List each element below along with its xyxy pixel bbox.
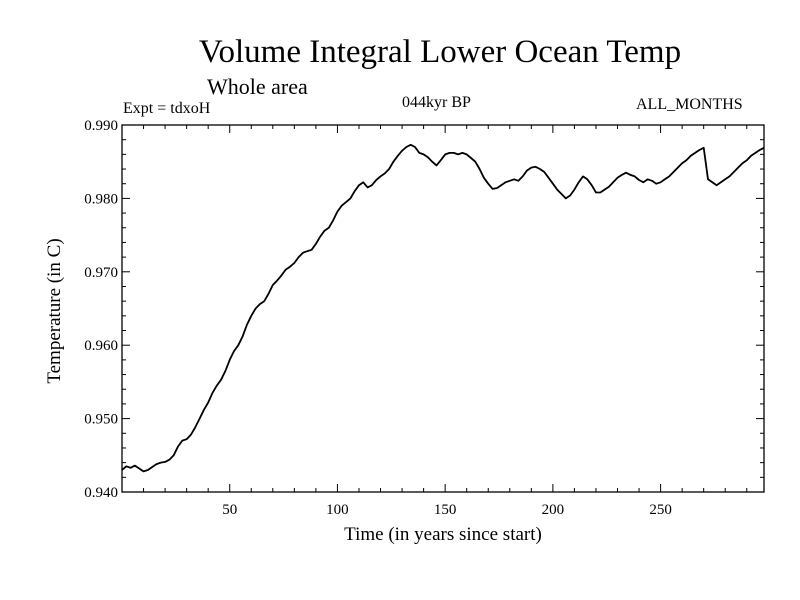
x-tick-label: 100 (326, 502, 349, 518)
tick-labels: 50 100 150 200 250 0.940 0.950 0.960 0.970 0.980 0… (84, 118, 672, 518)
y-axis-label: Temperature (in C) (44, 238, 65, 384)
temperature-series-line (121, 143, 765, 473)
y-tick-label: 0.960 (84, 338, 118, 354)
x-axis-label: Time (in years since start) (344, 524, 542, 545)
months-label: ALL_MONTHS (636, 96, 743, 113)
y-tick-label: 0.950 (84, 412, 118, 428)
experiment-label: Expt = tdxoH (123, 100, 211, 117)
y-tick-label: 0.970 (84, 265, 118, 281)
period-label: 044kyr BP (402, 94, 471, 111)
x-tick-label: 50 (222, 502, 237, 518)
x-tick-label: 250 (649, 502, 672, 518)
chart-title: Volume Integral Lower Ocean Temp (198, 34, 682, 70)
x-tick-label: 200 (542, 502, 565, 518)
y-tick-label: 0.990 (84, 118, 118, 134)
x-tick-label: 150 (434, 502, 457, 518)
y-tick-label: 0.940 (84, 485, 118, 501)
chart-subtitle: Whole area (207, 74, 308, 99)
y-tick-label: 0.980 (84, 191, 118, 207)
axis-ticks (122, 124, 764, 493)
plot-frame (121, 124, 765, 493)
